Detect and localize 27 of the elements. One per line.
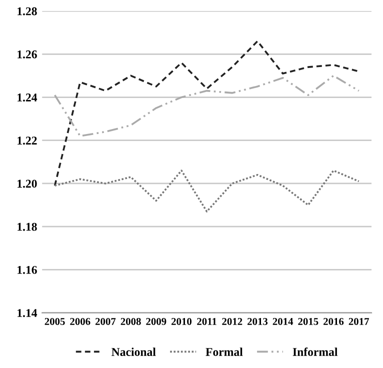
x-tick-label: 2007 [95,318,116,325]
x-tick-label: 2011 [197,318,216,325]
x-tick-label: 2010 [172,318,192,325]
x-tick-label: 2016 [324,318,344,325]
x-tick-label: 2009 [146,318,166,325]
x-tick-label: 2008 [120,318,141,325]
x-tick-label: 2013 [248,318,268,325]
x-tick-label: 2014 [272,318,294,325]
line-series [54,170,360,212]
legend-label: Nacional [112,348,156,356]
legend-label: Formal [206,348,243,356]
x-tick-label: 2012 [222,318,242,325]
legend-label: Informal [292,348,338,356]
y-tick-label: 1.20 [18,180,37,188]
x-tick-label: 2006 [70,318,90,325]
y-tick-label: 1.14 [18,309,38,318]
y-tick-label: 1.26 [18,50,37,58]
line-series [54,74,360,137]
line-series [54,40,360,187]
x-tick-label: 2005 [44,318,65,325]
y-tick-label: 1.22 [18,136,37,145]
y-tick-label: 1.18 [18,222,37,231]
y-tick-label: 1.24 [18,94,38,102]
y-tick-label: 1.28 [18,7,37,16]
y-tick-label: 1.16 [18,266,37,274]
x-tick-label: 2017 [348,318,370,325]
x-tick-label: 2015 [298,318,318,325]
